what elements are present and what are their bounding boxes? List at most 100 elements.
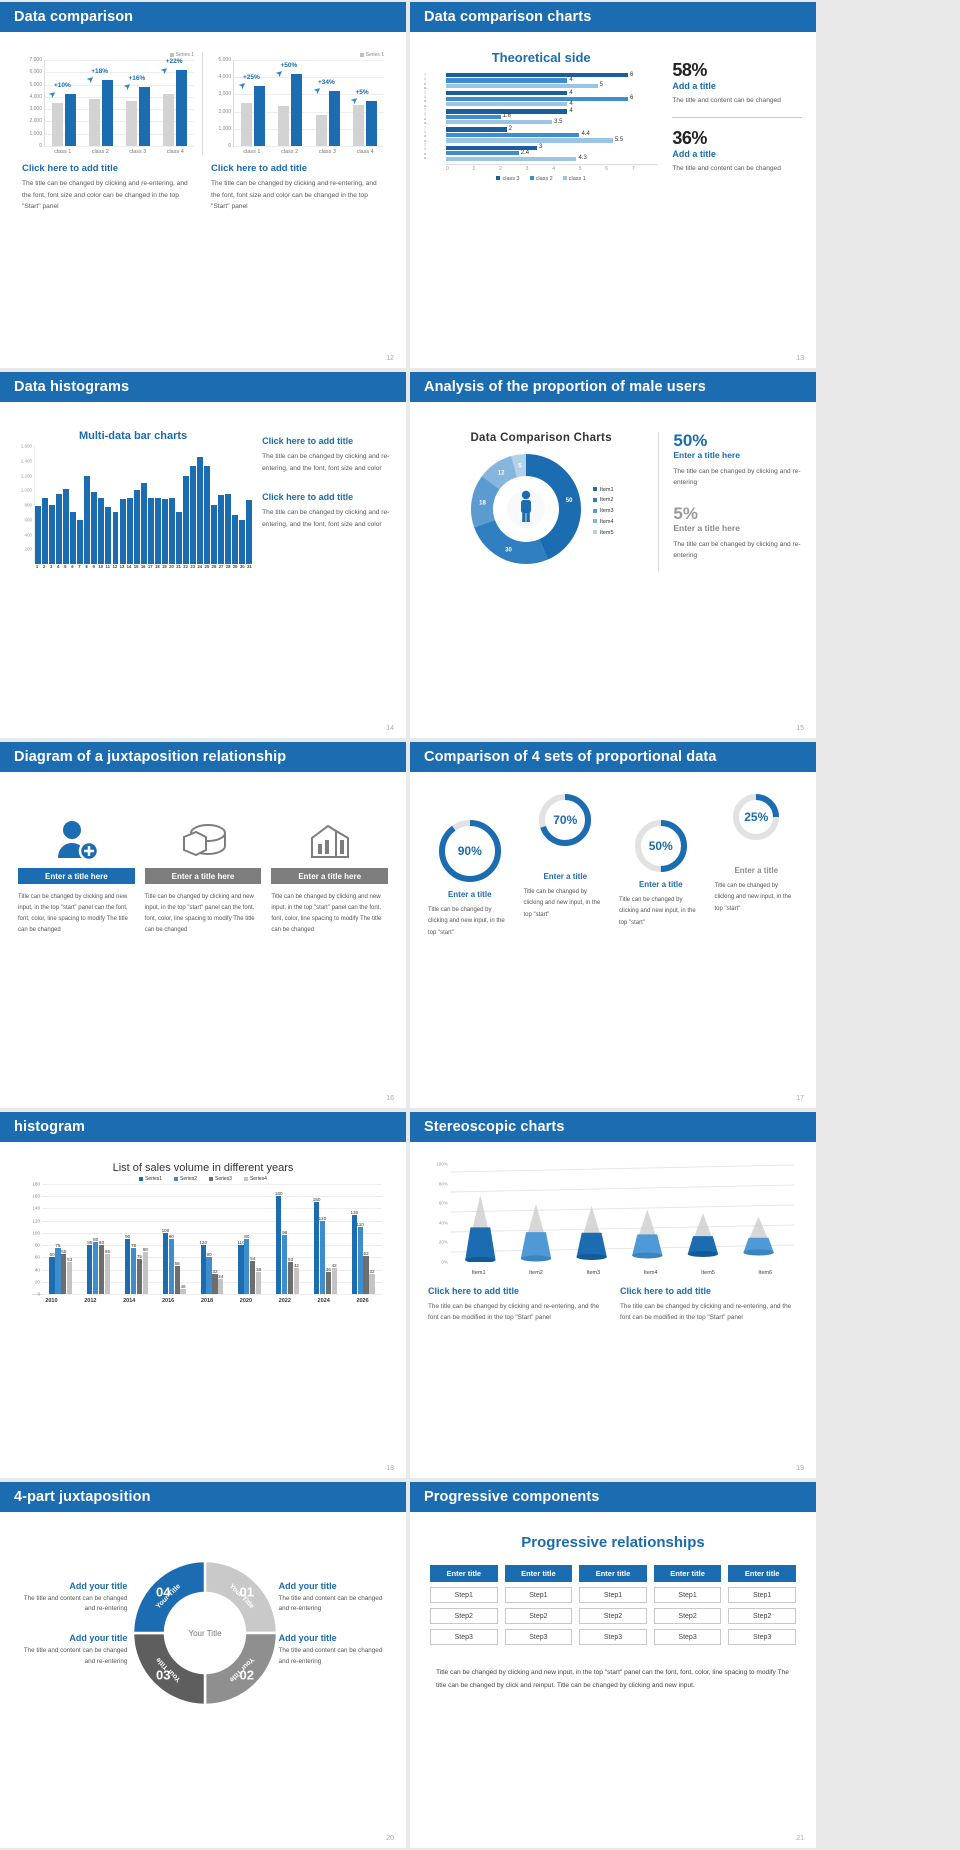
card-button[interactable]: Enter a title here [144, 868, 262, 884]
x-tick: 6 [71, 564, 74, 569]
plot: +10% ➤ +18% ➤ +16% ➤ +22% ➤ [44, 58, 194, 147]
bar-value: 78 [130, 1243, 137, 1249]
item-text: The title and content can be changed and… [278, 1594, 383, 1613]
step-cell[interactable]: Step3 [728, 1629, 796, 1645]
ring-value: 50% [648, 839, 673, 853]
bar: 110 [357, 1222, 364, 1294]
stat-number: 36% [672, 127, 707, 148]
x-tick: 2016 [161, 1298, 175, 1304]
bar-blue [328, 90, 340, 146]
bar-value: 1.8 [502, 113, 511, 120]
bar-value: 36 [256, 1267, 262, 1272]
gridline [45, 72, 194, 74]
bar [70, 512, 77, 564]
step-header[interactable]: Enter title [728, 1565, 796, 1582]
bar-group: 130 110 62 32 [344, 1184, 382, 1294]
bar-value: 90 [168, 1234, 174, 1239]
y-label: a... [424, 86, 429, 91]
bar: 100 [162, 1228, 169, 1294]
bar-value: 120 [318, 1215, 327, 1221]
bar-group: 120 90 32 24 [193, 1184, 231, 1294]
bar-group: 4 6 4 [446, 90, 658, 107]
ring-text: Title can be changed by clicking and new… [428, 907, 505, 936]
card: Enter a title here Title can be changed b… [144, 812, 262, 936]
slide-progressive-components: Progressive components Progressive relat… [410, 1482, 816, 1848]
donut-diagram: 01 Your Title 02 Your Title 03 Your Title 04 Yo… [127, 1555, 279, 1711]
card-button[interactable]: Enter a title here [18, 868, 135, 884]
bar-value: 4 [569, 100, 573, 107]
bar-value: 68 [142, 1247, 148, 1253]
step-header[interactable]: Enter title [430, 1565, 498, 1582]
cones [449, 1164, 795, 1263]
bar-blue [64, 94, 76, 146]
y-axis: 1,600 1,400 1,200 1,000 800 600 400 200 [14, 444, 34, 564]
step-header[interactable]: Enter title [653, 1565, 722, 1582]
step-cell[interactable]: Step3 [653, 1629, 722, 1645]
x-tick: 1 [35, 564, 39, 569]
block-title: Click here to add title [262, 436, 354, 446]
step-cell[interactable]: Step2 [728, 1608, 796, 1624]
stat-text: The title can be changed by clicking and… [673, 467, 801, 487]
bar-group: 100 90 58 46 [155, 1184, 193, 1294]
block-text: The title can be changed by clicking and… [262, 509, 390, 528]
step-cell[interactable]: Step3 [579, 1629, 647, 1645]
step-cell[interactable]: Step2 [504, 1608, 573, 1624]
bar-value: 75 [55, 1243, 61, 1249]
slide-title-bar: Analysis of the proportion of male users [410, 372, 816, 402]
gridline [45, 121, 194, 123]
bar-value: 75 [136, 1253, 142, 1259]
chart-title: List of sales volume in different years [112, 1162, 294, 1174]
y-tick: 180 [32, 1181, 40, 1187]
bar: 120 [199, 1240, 207, 1294]
svg-text:12: 12 [498, 471, 505, 477]
step-header[interactable]: Enter title [504, 1565, 573, 1582]
slide-stereoscopic-charts: Stereoscopic charts 100% 80% 60% 40% 20% 0% I… [410, 1112, 816, 1478]
cards-row: Enter a title here Title can be changed b… [14, 812, 392, 936]
ring-svg [438, 820, 501, 882]
bar-value: 80 [93, 1237, 99, 1243]
donut-svg: 50 30 18 12 5 [470, 454, 581, 564]
y-tick: 5,000 [218, 57, 231, 63]
x-tick: class 1 [243, 149, 261, 155]
bar [77, 519, 84, 564]
step-cell[interactable]: Step1 [504, 1587, 573, 1603]
step-cell[interactable]: Step1 [653, 1587, 722, 1603]
ring-title: Enter a title [638, 880, 683, 889]
x-axis: Item1 Item2 Item3 Item4 Item5 Item6 [450, 1270, 794, 1276]
card-button[interactable]: Enter a title here [271, 868, 389, 884]
progress-ring: 25% [733, 794, 780, 840]
y-tick: 160 [32, 1193, 40, 1199]
legend-item: Series1 [139, 1176, 162, 1182]
y-tick: 0% [441, 1259, 448, 1265]
y-label: 1 [424, 112, 426, 117]
bar-gray [88, 99, 100, 146]
x-tick: 2018 [200, 1298, 214, 1304]
y-tick: 1,000 [20, 487, 32, 493]
bar-value: 65 [61, 1249, 67, 1255]
step-cell[interactable]: Step2 [653, 1608, 722, 1624]
step-cell[interactable]: Step1 [579, 1587, 647, 1603]
page-number: 14 [386, 725, 394, 732]
step-cell[interactable]: Step1 [728, 1587, 796, 1603]
y-tick: 60 [34, 1254, 40, 1260]
x-tick: Item6 [758, 1270, 773, 1276]
bar: 80 [93, 1237, 99, 1294]
percent-label: +10% [53, 82, 71, 90]
y-label: 7 [424, 90, 426, 95]
step-header[interactable]: Enter title [579, 1565, 647, 1582]
slide-title-bar: Progressive components [410, 1482, 816, 1512]
x-tick: 9 [92, 564, 95, 569]
stat-text: The title can be changed by clicking and… [673, 540, 801, 560]
item-title: Add your title [69, 1633, 128, 1643]
step-cell[interactable]: Step2 [579, 1608, 647, 1624]
y-tick: 40% [438, 1220, 448, 1226]
legend-item: Item4 [592, 517, 614, 528]
y-tick: 1,000 [29, 130, 42, 137]
bar-group: 160 96 53 42 [269, 1184, 307, 1294]
step-cell[interactable]: Step3 [504, 1629, 573, 1645]
step-cell[interactable]: Step3 [430, 1629, 498, 1645]
bar-value: 4 [569, 76, 573, 83]
step-cell[interactable]: Step2 [430, 1608, 498, 1624]
slide-title: Diagram of a juxtaposition relationship [14, 749, 287, 765]
step-cell[interactable]: Step1 [430, 1587, 498, 1603]
